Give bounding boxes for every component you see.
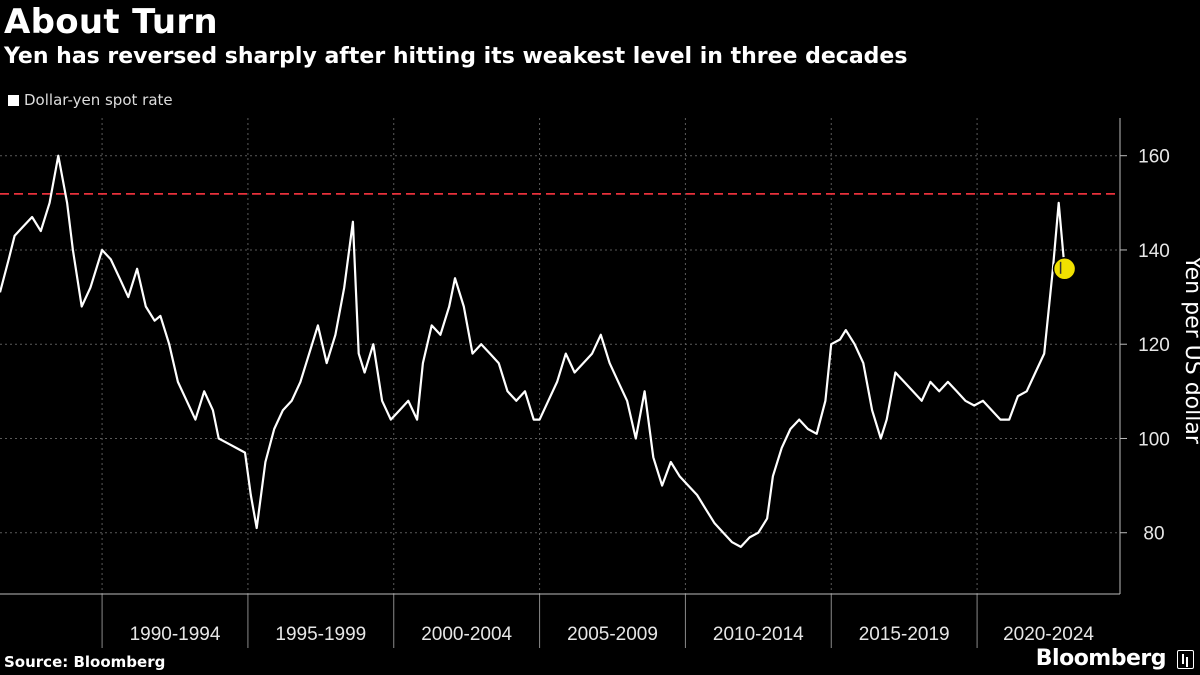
x-tick-label: 2000-2004: [421, 624, 512, 645]
x-tick-label: 1990-1994: [130, 624, 221, 645]
bloomberg-logo: Bloomberg: [1035, 646, 1167, 671]
legend-label: Dollar-yen spot rate: [24, 91, 173, 109]
axes: [0, 118, 1127, 648]
highlight-marker: [1052, 257, 1077, 281]
y-axis-label: Yen per US dollar: [1180, 255, 1200, 445]
x-tick-label: 2005-2009: [567, 624, 658, 645]
chart-title: About Turn: [4, 2, 218, 42]
y-tick-label: 100: [1138, 429, 1170, 450]
x-tick-label: 2020-2024: [1003, 624, 1094, 645]
legend-swatch: [8, 94, 19, 106]
series-line-dollar-yen: [0, 154, 1066, 549]
y-tick-label: 140: [1138, 241, 1170, 262]
y-tick-label: 120: [1138, 335, 1170, 356]
chart-subtitle: Yen has reversed sharply after hitting i…: [4, 44, 908, 69]
bloomberg-logo-icon: [1177, 650, 1194, 669]
y-tick-label: 80: [1143, 524, 1164, 545]
y-tick-label: 160: [1138, 147, 1170, 168]
x-tick-label: 2010-2014: [713, 624, 804, 645]
grid: [0, 118, 1120, 594]
x-ticks: 1990-1994 1995-1999 2000-2004 2005-2009 2010…: [130, 624, 1095, 645]
y-ticks: 80 100 120 140 160: [1138, 147, 1170, 545]
x-tick-label: 2015-2019: [859, 624, 950, 645]
source-note: Source: Bloomberg: [4, 653, 166, 671]
x-tick-label: 1995-1999: [275, 624, 366, 645]
legend: Dollar-yen spot rate: [8, 91, 173, 109]
